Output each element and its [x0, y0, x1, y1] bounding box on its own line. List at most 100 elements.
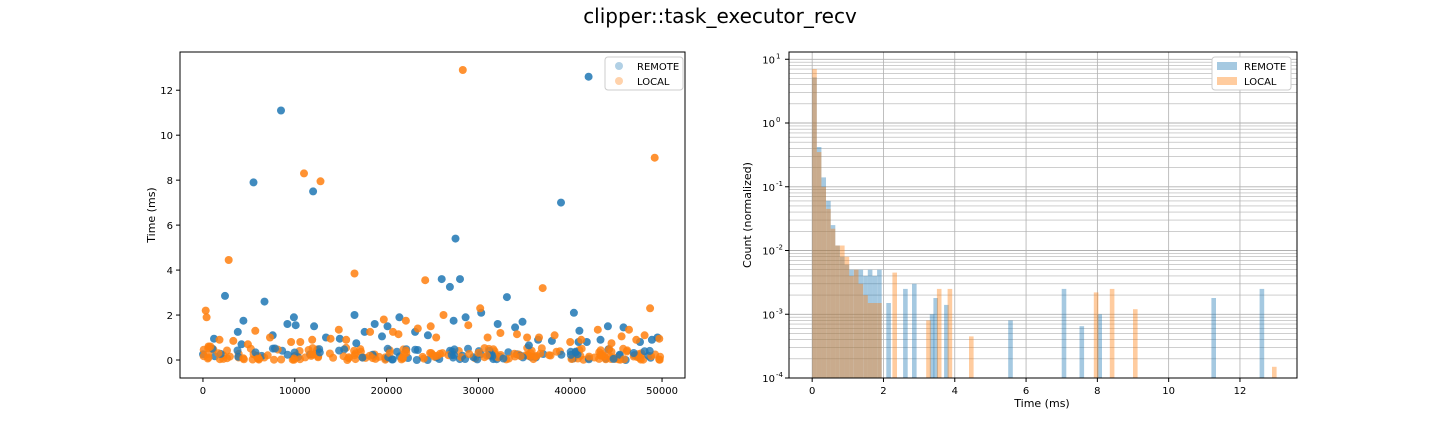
scatter-point-dense — [474, 348, 483, 357]
scatter-x-tick-label: 0 — [200, 386, 206, 397]
scatter-y-tick-label: 8 — [167, 176, 173, 187]
scatter-x-tick-label: 10000 — [279, 386, 311, 397]
scatter-point-remote — [260, 297, 269, 306]
scatter-point-local — [513, 330, 521, 339]
scatter-point-dense — [214, 349, 223, 358]
scatter-point-dense — [402, 348, 411, 357]
histogram-x-ticks: 0 2 4 6 8 10 12 — [809, 378, 1246, 397]
scatter-point-local — [316, 177, 325, 186]
scatter-point-dense — [289, 354, 298, 363]
scatter-point-local — [421, 276, 430, 285]
histogram-axes-frame — [788, 51, 1298, 379]
histogram-bar-local — [1093, 292, 1099, 378]
scatter-point-remote — [449, 316, 458, 325]
scatter-point-dense — [393, 347, 401, 356]
scatter-point-remote — [239, 316, 248, 325]
histogram-x-axis-label: Time (ms) — [1013, 397, 1069, 410]
scatter-point-local — [439, 311, 448, 319]
scatter-y-tick-label: 4 — [167, 266, 173, 277]
scatter-point-dense — [566, 350, 575, 359]
scatter-point-local — [379, 315, 388, 324]
scatter-y-tick-label: 6 — [167, 221, 173, 232]
scatter-x-tick-label: 40000 — [554, 386, 586, 397]
histogram-bar-remote — [872, 275, 877, 378]
histogram-bar-local — [877, 303, 882, 378]
scatter-point-dense — [609, 354, 618, 363]
histogram-bar-remote — [812, 77, 817, 379]
scatter-point-remote — [309, 187, 318, 196]
histogram-x-tick-label: 0 — [809, 386, 815, 397]
histogram-bar-remote — [1008, 320, 1013, 378]
histogram-y-tick-label: 10 — [762, 247, 775, 258]
histogram-bar-local — [849, 275, 854, 378]
histogram-y-tick-label: 10 — [762, 183, 775, 194]
scatter-point-dense — [204, 353, 213, 362]
scatter-point-local — [300, 169, 308, 178]
histogram-x-tick-label: 12 — [1234, 386, 1247, 397]
scatter-point-local — [287, 338, 296, 346]
histogram-y-axis-label: Count (normalized) — [741, 162, 754, 268]
histogram-x-tick-label: 8 — [1094, 386, 1100, 397]
scatter-point-dense — [368, 354, 377, 363]
histogram-bar-remote — [858, 269, 864, 378]
histogram-bar-local — [844, 256, 850, 378]
histogram-bar-local — [892, 272, 897, 378]
histogram-y-tick-exponent: -4 — [776, 371, 784, 379]
scatter-point-remote — [352, 339, 361, 348]
scatter-point-remote — [445, 282, 454, 291]
histogram-bar-local — [936, 288, 942, 378]
scatter-x-ticks: 0 10000 20000 30000 40000 50000 — [200, 378, 678, 397]
scatter-point-remote — [456, 275, 464, 284]
histogram-bar-remote — [933, 298, 938, 378]
scatter-point-dense — [577, 344, 586, 353]
scatter-legend: REMOTE LOCAL — [604, 56, 684, 91]
histogram-bar-remote — [835, 245, 840, 378]
scatter-point-local — [229, 336, 238, 345]
scatter-point-dense — [645, 346, 654, 355]
histogram-bar-local — [947, 288, 953, 378]
scatter-point-local — [523, 333, 532, 342]
histogram-bar-remote — [863, 275, 868, 378]
histogram-bar-local — [969, 336, 974, 378]
scatter-point-local — [566, 338, 575, 346]
scatter-point-dense — [277, 355, 286, 364]
scatter-point-local — [389, 327, 397, 336]
scatter-point-remote — [511, 323, 520, 332]
histogram-bar-remote — [944, 304, 949, 378]
scatter-point-dense — [283, 350, 292, 359]
scatter-point-local — [201, 306, 210, 315]
histogram-bar-remote — [853, 269, 859, 378]
scatter-point-local — [206, 342, 215, 351]
histogram-bar-local — [872, 303, 877, 378]
histogram-y-tick-exponent: 1 — [776, 52, 780, 60]
histogram-bar-remote — [903, 288, 908, 378]
scatter-point-remote — [423, 331, 432, 340]
scatter-point-remote — [335, 334, 344, 343]
scatter-point-local — [401, 316, 410, 325]
histogram-y-tick-exponent: 0 — [776, 116, 780, 124]
histogram-y-tick-exponent: -3 — [776, 307, 783, 315]
histogram-y-tick-label: 10 — [762, 119, 775, 130]
scatter-y-axis-label: Time (ms) — [145, 187, 158, 243]
scatter-point-dense — [482, 351, 491, 360]
scatter-point-dense — [629, 349, 638, 357]
scatter-point-dense — [388, 355, 397, 364]
scatter-point-remote — [233, 327, 242, 336]
histogram-legend-swatch-remote — [1217, 62, 1237, 70]
scatter-point-remote — [221, 291, 229, 300]
scatter-point-local — [334, 325, 343, 334]
scatter-point-dense — [253, 354, 262, 363]
histogram-bar-local — [826, 208, 831, 378]
histogram-bar-local — [1109, 288, 1115, 378]
histogram-bar-remote — [1259, 288, 1265, 378]
scatter-point-dense — [251, 348, 260, 357]
histogram-bar-local — [821, 186, 826, 378]
histogram-y-tick-exponent: -1 — [776, 180, 783, 188]
histogram-bar-remote — [840, 256, 845, 378]
scatter-x-tick-label: 20000 — [371, 386, 403, 397]
scatter-point-local — [496, 329, 505, 337]
histogram-bar-remote — [849, 269, 854, 378]
scatter-point-dense — [484, 344, 493, 353]
scatter-point-local — [296, 338, 305, 346]
